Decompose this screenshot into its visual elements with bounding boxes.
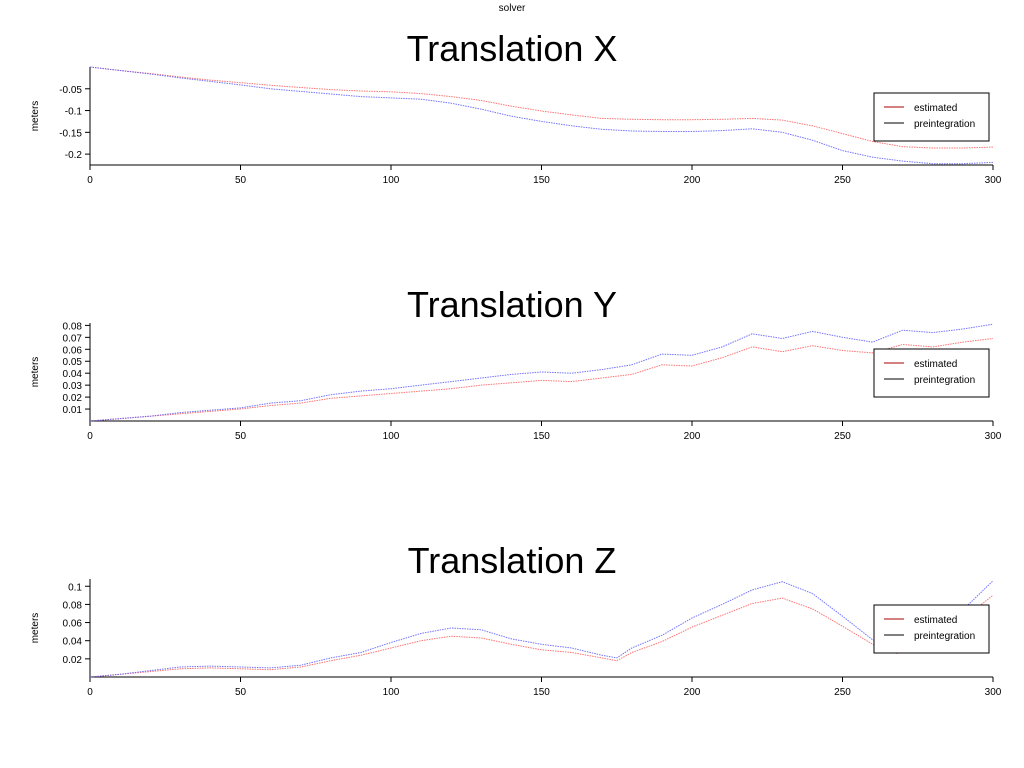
- x-tick-label: 300: [985, 687, 1002, 698]
- x-tick-label: 250: [834, 431, 851, 442]
- y-tick-label: 0.1: [68, 582, 82, 593]
- y-tick-label: -0.15: [59, 128, 82, 139]
- x-tick-label: 200: [684, 175, 701, 186]
- legend-box: [873, 92, 990, 142]
- y-tick-label: 0.08: [63, 321, 83, 332]
- x-tick-label: 0: [87, 431, 93, 442]
- chart-translation-x: Translation X meters 0 50 100 150 200 250 300 -0.…: [30, 28, 1002, 186]
- y-tick-label: 0.02: [63, 393, 83, 404]
- y-axis-label: meters: [30, 101, 41, 132]
- y-tick-label: 0.05: [63, 357, 83, 368]
- x-tick-label: 50: [235, 175, 247, 186]
- legend: estimated preintegration: [873, 348, 990, 398]
- chart-title: Translation Y: [407, 284, 617, 325]
- y-tick-label: 0.04: [63, 369, 83, 380]
- series-line-estimated: [89, 66, 994, 149]
- x-tick-label: 300: [985, 431, 1002, 442]
- x-tick-label: 300: [985, 175, 1002, 186]
- legend-box: [873, 604, 990, 654]
- y-tick-label: -0.1: [65, 107, 83, 118]
- legend-label-preintegration: preintegration: [914, 375, 975, 386]
- series-line-preintegration: [89, 323, 994, 422]
- legend-label-preintegration: preintegration: [914, 119, 975, 130]
- window-title: solver: [498, 3, 526, 14]
- y-tick-label: 0.04: [63, 637, 83, 648]
- x-tick-label: 50: [235, 687, 247, 698]
- x-tick-label: 150: [533, 687, 550, 698]
- y-axis-label: meters: [30, 613, 41, 644]
- x-tick-label: 100: [383, 687, 400, 698]
- legend-label-estimated: estimated: [914, 103, 957, 114]
- x-tick-label: 200: [684, 431, 701, 442]
- legend-label-estimated: estimated: [914, 359, 957, 370]
- chart-translation-y: Translation Y meters 0 50 100 150 200 250 300 0.0…: [30, 284, 1002, 442]
- x-tick-label: 0: [87, 687, 93, 698]
- chart-title: Translation X: [407, 28, 618, 69]
- y-tick-label: 0.06: [63, 619, 83, 630]
- x-tick-label: 50: [235, 431, 247, 442]
- legend: estimated preintegration: [873, 92, 990, 142]
- x-tick-label: 250: [834, 175, 851, 186]
- x-tick-label: 250: [834, 687, 851, 698]
- legend-label-estimated: estimated: [914, 615, 957, 626]
- x-tick-label: 200: [684, 687, 701, 698]
- y-axis-label: meters: [30, 357, 41, 388]
- x-tick-label: 150: [533, 175, 550, 186]
- x-tick-label: 100: [383, 175, 400, 186]
- series-line-estimated: [89, 338, 994, 422]
- y-tick-label: 0.06: [63, 345, 83, 356]
- series-line-preintegration: [89, 66, 994, 165]
- series-line-preintegration: [89, 580, 994, 678]
- chart-translation-z: Translation Z meters 0 50 100 150 200 250 300 0.0…: [30, 540, 1002, 698]
- y-tick-label: 0.02: [63, 655, 83, 666]
- legend-box: [873, 348, 990, 398]
- y-tick-label: 0.01: [63, 405, 83, 416]
- legend: estimated preintegration: [873, 604, 990, 654]
- x-tick-label: 0: [87, 175, 93, 186]
- chart-title: Translation Z: [408, 540, 617, 581]
- legend-label-preintegration: preintegration: [914, 631, 975, 642]
- series-line-estimated: [89, 594, 994, 678]
- x-tick-label: 100: [383, 431, 400, 442]
- y-tick-label: -0.2: [65, 150, 83, 161]
- y-tick-label: -0.05: [59, 85, 82, 96]
- y-tick-label: 0.03: [63, 381, 83, 392]
- x-tick-label: 150: [533, 431, 550, 442]
- y-tick-label: 0.07: [63, 333, 83, 344]
- y-tick-label: 0.08: [63, 600, 83, 611]
